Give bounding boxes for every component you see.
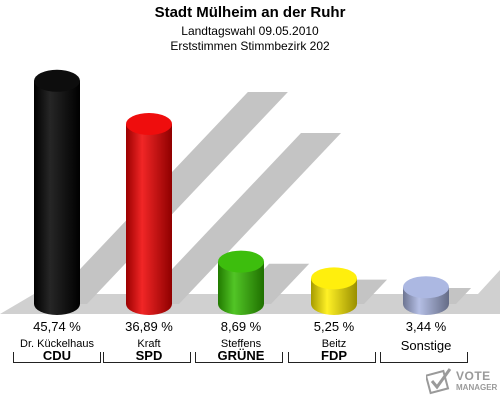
bar-cdu — [34, 80, 80, 315]
bar-shadow-1 — [139, 132, 342, 304]
bars — [34, 69, 449, 315]
candidate-label: Steffens — [220, 338, 262, 350]
category-bracket — [103, 352, 191, 363]
party-label: CDU — [42, 348, 72, 363]
party-label: SPD — [135, 348, 163, 363]
party-label: Sonstige — [400, 338, 452, 353]
bar-top-1 — [126, 112, 172, 135]
category-bracket — [195, 352, 283, 363]
value-label: 36,89 % — [125, 319, 173, 334]
chart-subtitle-district: Erststimmen Stimmbezirk 202 — [170, 39, 330, 53]
party-label: FDP — [321, 348, 347, 363]
party-label: GRÜNE — [217, 348, 265, 363]
chart-title: Stadt Mülheim an der Ruhr — [154, 4, 346, 21]
category-bracket — [288, 352, 376, 363]
category-bracket — [13, 352, 101, 363]
value-label: 3,44 % — [405, 319, 447, 334]
checkmark-icon — [424, 368, 452, 395]
candidate-label: Kraft — [137, 338, 161, 350]
logo-text-manager: MANAGER — [456, 383, 498, 392]
bar-top-3 — [311, 267, 357, 290]
bar-grüne — [218, 261, 264, 315]
candidate-label: Dr. Kückelhaus — [20, 338, 94, 350]
category-bracket — [380, 352, 468, 363]
logo-text-vote: VOTE — [456, 369, 491, 383]
chart-floor — [0, 270, 500, 314]
chart-subtitle-election: Landtagswahl 09.05.2010 — [181, 24, 319, 38]
vote-manager-logo: VOTE MANAGER — [424, 367, 498, 397]
value-label: 8,69 % — [220, 319, 262, 334]
bar-spd — [126, 123, 172, 315]
bar-top-0 — [34, 69, 80, 92]
value-label: 45,74 % — [33, 319, 81, 334]
candidate-label: Beitz — [321, 338, 347, 350]
bar-top-2 — [218, 250, 264, 273]
bar-top-4 — [403, 276, 449, 299]
value-label: 5,25 % — [313, 319, 355, 334]
